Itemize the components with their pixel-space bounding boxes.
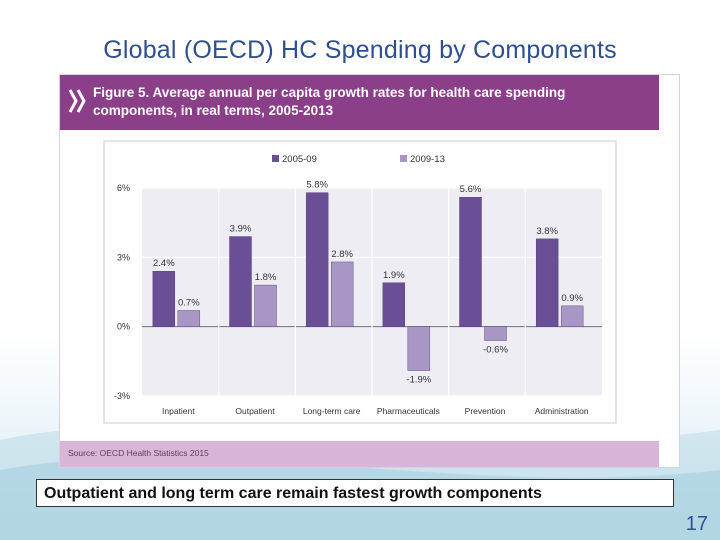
x-tick-label: Pharmaceuticals — [377, 406, 440, 416]
bar-2009-13 — [254, 284, 277, 327]
figure-panel: Figure 5. Average annual per capita grow… — [59, 74, 680, 468]
data-label: 1.8% — [255, 272, 277, 283]
figure-caption-line1: Figure 5. Average annual per capita grow… — [93, 85, 566, 100]
note-text: Outpatient and long term care remain fas… — [44, 485, 542, 502]
figure-footer: Source: OECD Health Statistics 2015 — [60, 441, 659, 467]
page-number: 17 — [685, 513, 708, 535]
legend-label: 2005-09 — [282, 154, 317, 165]
bar-chart: 6% 3% 0% -3% 2.4% 0.7% Inpatient 3.9% 1.8% Outpat… — [103, 140, 617, 424]
x-tick-label: Long-term care — [303, 406, 361, 416]
data-label: 3.8% — [536, 226, 558, 237]
note-box: Outpatient and long term care remain fas… — [36, 479, 674, 507]
x-tick-label: Outpatient — [235, 406, 275, 416]
data-label: 3.9% — [230, 224, 252, 235]
x-tick-label: Inpatient — [162, 406, 195, 416]
figure-header: Figure 5. Average annual per capita grow… — [60, 75, 659, 130]
legend-label: 2009-13 — [410, 154, 445, 165]
x-tick-label: Administration — [535, 406, 589, 416]
legend-swatch-2009-13 — [400, 155, 407, 162]
y-tick-label: 6% — [117, 183, 130, 193]
bar-2005-09 — [535, 238, 559, 327]
data-label: 0.9% — [561, 293, 583, 304]
bar-2005-09 — [152, 270, 176, 327]
y-tick-label: 0% — [117, 322, 130, 332]
bar-2009-13 — [407, 326, 431, 371]
data-label: -1.9% — [406, 375, 431, 386]
bar-2005-09 — [229, 236, 252, 327]
x-tick-label: Prevention — [465, 406, 506, 416]
bar-2009-13 — [484, 326, 507, 341]
legend-swatch-2005-09 — [272, 155, 279, 162]
bar-2005-09 — [459, 197, 482, 327]
data-label: 2.8% — [331, 249, 353, 260]
figure-caption: Figure 5. Average annual per capita grow… — [93, 84, 653, 120]
bar-2005-09 — [305, 192, 329, 327]
data-label: 0.7% — [178, 297, 200, 308]
data-label: 5.6% — [460, 184, 482, 195]
chevron-double-right-icon — [68, 89, 86, 113]
y-tick-label: -3% — [114, 391, 130, 401]
data-label: 1.9% — [383, 270, 405, 281]
data-label: 5.8% — [306, 180, 328, 191]
bar-2005-09 — [382, 282, 406, 327]
figure-caption-line2: components, in real terms, 2005-2013 — [93, 103, 334, 118]
slide-title: Global (OECD) HC Spending by Components — [103, 36, 617, 64]
bar-2009-13 — [330, 261, 354, 327]
figure-source: Source: OECD Health Statistics 2015 — [68, 448, 209, 458]
y-tick-label: 3% — [117, 252, 130, 262]
bar-2009-13 — [177, 310, 201, 327]
data-label: -0.6% — [483, 345, 508, 356]
bar-2009-13 — [560, 305, 584, 327]
data-label: 2.4% — [153, 258, 175, 269]
